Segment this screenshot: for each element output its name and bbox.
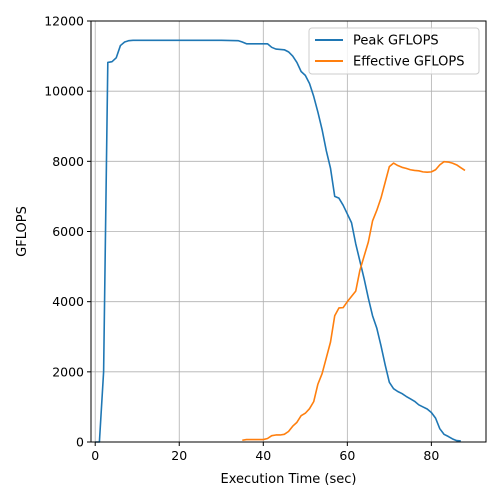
x-tick-label: 0: [91, 448, 99, 463]
series-line-peak-gflops: [95, 39, 461, 443]
y-tick-label: 10000: [44, 84, 84, 99]
y-tick-label: 4000: [52, 294, 84, 309]
y-tick-label: 2000: [52, 364, 84, 379]
y-tick-label: 0: [76, 435, 84, 450]
y-tick-label: 12000: [44, 14, 84, 29]
x-tick-label: 20: [171, 448, 187, 463]
series-lines: [95, 39, 466, 443]
axis-ticks: 0 20 40 60 80 0 2000 4000 6000 8000 10000 12000: [44, 14, 439, 464]
legend-entry-peak-gflops: Peak GFLOPS: [353, 34, 439, 49]
x-axis-label: Execution Time (sec): [221, 472, 357, 487]
x-tick-label: 40: [255, 448, 271, 463]
x-tick-label: 60: [339, 448, 355, 463]
legend: Peak GFLOPS Effective GFLOPS: [308, 27, 480, 75]
series-line-effective-gflops: [242, 160, 466, 442]
y-tick-label: 8000: [52, 154, 84, 169]
y-axis-label: GFLOPS: [15, 206, 30, 257]
legend-box: [308, 27, 480, 75]
x-tick-label: 80: [423, 448, 439, 463]
y-tick-label: 6000: [52, 224, 84, 239]
legend-entry-effective-gflops: Effective GFLOPS: [353, 55, 465, 70]
